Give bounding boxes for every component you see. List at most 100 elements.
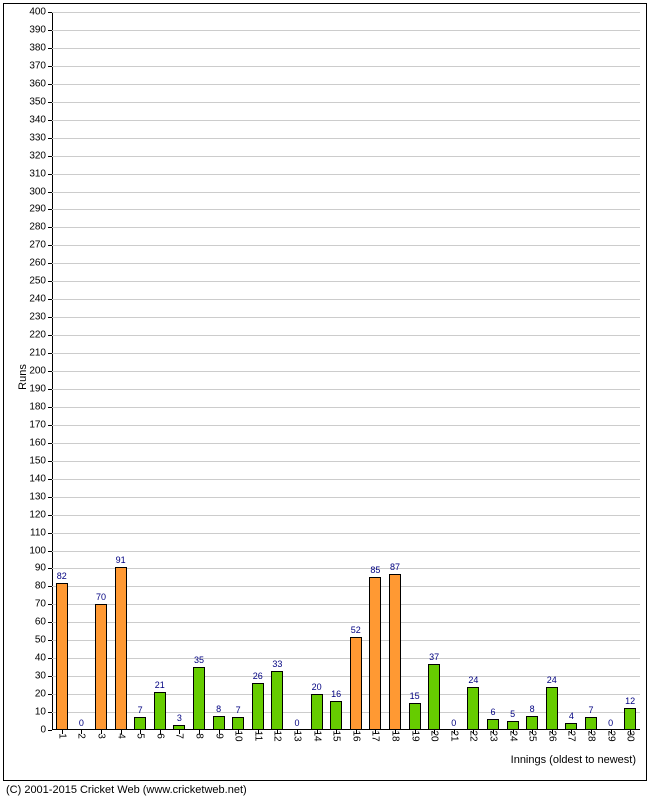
bar-value-label: 0 <box>294 718 299 728</box>
bar-value-label: 24 <box>468 675 478 685</box>
bar-value-label: 5 <box>510 709 515 719</box>
x-tick-label: 19 <box>409 730 420 741</box>
y-tick-label: 350 <box>29 96 46 107</box>
bar-value-label: 0 <box>79 718 84 728</box>
y-tick-label: 100 <box>29 545 46 556</box>
y-tick-label: 330 <box>29 132 46 143</box>
gridline <box>52 281 640 282</box>
y-tick-label: 20 <box>35 689 46 700</box>
bar-value-label: 82 <box>57 571 67 581</box>
y-tick-label: 50 <box>35 635 46 646</box>
bar-value-label: 52 <box>351 625 361 635</box>
footer-copyright: (C) 2001-2015 Cricket Web (www.cricketwe… <box>6 784 247 796</box>
y-tick-label: 170 <box>29 419 46 430</box>
gridline <box>52 120 640 121</box>
y-tick-label: 30 <box>35 671 46 682</box>
gridline <box>52 227 640 228</box>
bar <box>546 687 558 730</box>
bar <box>369 577 381 730</box>
y-tick-label: 240 <box>29 294 46 305</box>
bar-value-label: 6 <box>490 707 495 717</box>
y-tick-label: 0 <box>40 725 46 736</box>
y-tick-label: 210 <box>29 348 46 359</box>
y-tick-label: 110 <box>30 527 46 538</box>
bar-value-label: 15 <box>410 691 420 701</box>
bar-value-label: 0 <box>451 718 456 728</box>
gridline <box>52 84 640 85</box>
plot-area: 0102030405060708090100110120130140150160… <box>52 12 640 730</box>
bar-value-label: 12 <box>625 696 635 706</box>
bar <box>330 701 342 730</box>
x-tick-label: 4 <box>115 733 126 739</box>
x-tick-label: 8 <box>194 733 205 739</box>
gridline <box>52 389 640 390</box>
y-tick-label: 10 <box>35 707 46 718</box>
gridline <box>52 479 640 480</box>
x-tick-label: 5 <box>135 733 146 739</box>
y-tick-label: 270 <box>29 240 46 251</box>
bar <box>389 574 401 730</box>
x-tick-label: 2 <box>76 733 87 739</box>
bar-value-label: 7 <box>236 705 241 715</box>
bar-value-label: 21 <box>155 680 165 690</box>
gridline <box>52 209 640 210</box>
x-tick-label: 3 <box>96 733 107 739</box>
y-tick-label: 120 <box>29 509 46 520</box>
x-tick-label: 21 <box>448 730 459 741</box>
bar-value-label: 20 <box>312 682 322 692</box>
chart-container: 0102030405060708090100110120130140150160… <box>0 0 650 800</box>
x-tick-label: 6 <box>154 733 165 739</box>
x-tick-label: 14 <box>311 730 322 741</box>
bar-value-label: 24 <box>547 675 557 685</box>
x-tick-label: 18 <box>390 730 401 741</box>
y-tick-label: 290 <box>29 204 46 215</box>
bar <box>134 717 146 730</box>
bar-value-label: 8 <box>216 704 221 714</box>
gridline <box>52 371 640 372</box>
bar <box>213 716 225 730</box>
gridline <box>52 317 640 318</box>
bar <box>585 717 597 730</box>
bar <box>95 604 107 730</box>
y-tick-label: 280 <box>29 222 46 233</box>
x-tick-label: 13 <box>292 730 303 741</box>
bar <box>487 719 499 730</box>
gridline <box>52 568 640 569</box>
y-tick-label: 310 <box>29 168 46 179</box>
y-tick-label: 190 <box>29 383 46 394</box>
bar <box>526 716 538 730</box>
gridline <box>52 335 640 336</box>
x-tick-label: 27 <box>566 730 577 741</box>
bar <box>271 671 283 730</box>
gridline <box>52 156 640 157</box>
y-tick-label: 230 <box>29 312 46 323</box>
gridline <box>52 461 640 462</box>
gridline <box>52 174 640 175</box>
x-tick-label: 1 <box>56 733 67 739</box>
y-tick-label: 80 <box>35 581 46 592</box>
y-tick-label: 300 <box>29 186 46 197</box>
y-tick-label: 370 <box>29 60 46 71</box>
x-axis-title: Innings (oldest to newest) <box>511 754 636 766</box>
gridline <box>52 497 640 498</box>
gridline <box>52 533 640 534</box>
bar-value-label: 87 <box>390 562 400 572</box>
gridline <box>52 12 640 13</box>
gridline <box>52 245 640 246</box>
x-tick-label: 7 <box>174 733 185 739</box>
bar <box>565 723 577 730</box>
x-tick-label: 30 <box>625 730 636 741</box>
gridline <box>52 48 640 49</box>
y-tick-label: 260 <box>29 258 46 269</box>
bar-value-label: 26 <box>253 671 263 681</box>
x-tick-label: 12 <box>272 730 283 741</box>
x-tick-label: 10 <box>233 730 244 741</box>
bar <box>507 721 519 730</box>
gridline <box>52 443 640 444</box>
y-tick-label: 150 <box>29 455 46 466</box>
bar-value-label: 37 <box>429 652 439 662</box>
y-tick-label: 320 <box>29 150 46 161</box>
bar <box>115 567 127 730</box>
bar <box>624 708 636 730</box>
x-tick-label: 20 <box>429 730 440 741</box>
